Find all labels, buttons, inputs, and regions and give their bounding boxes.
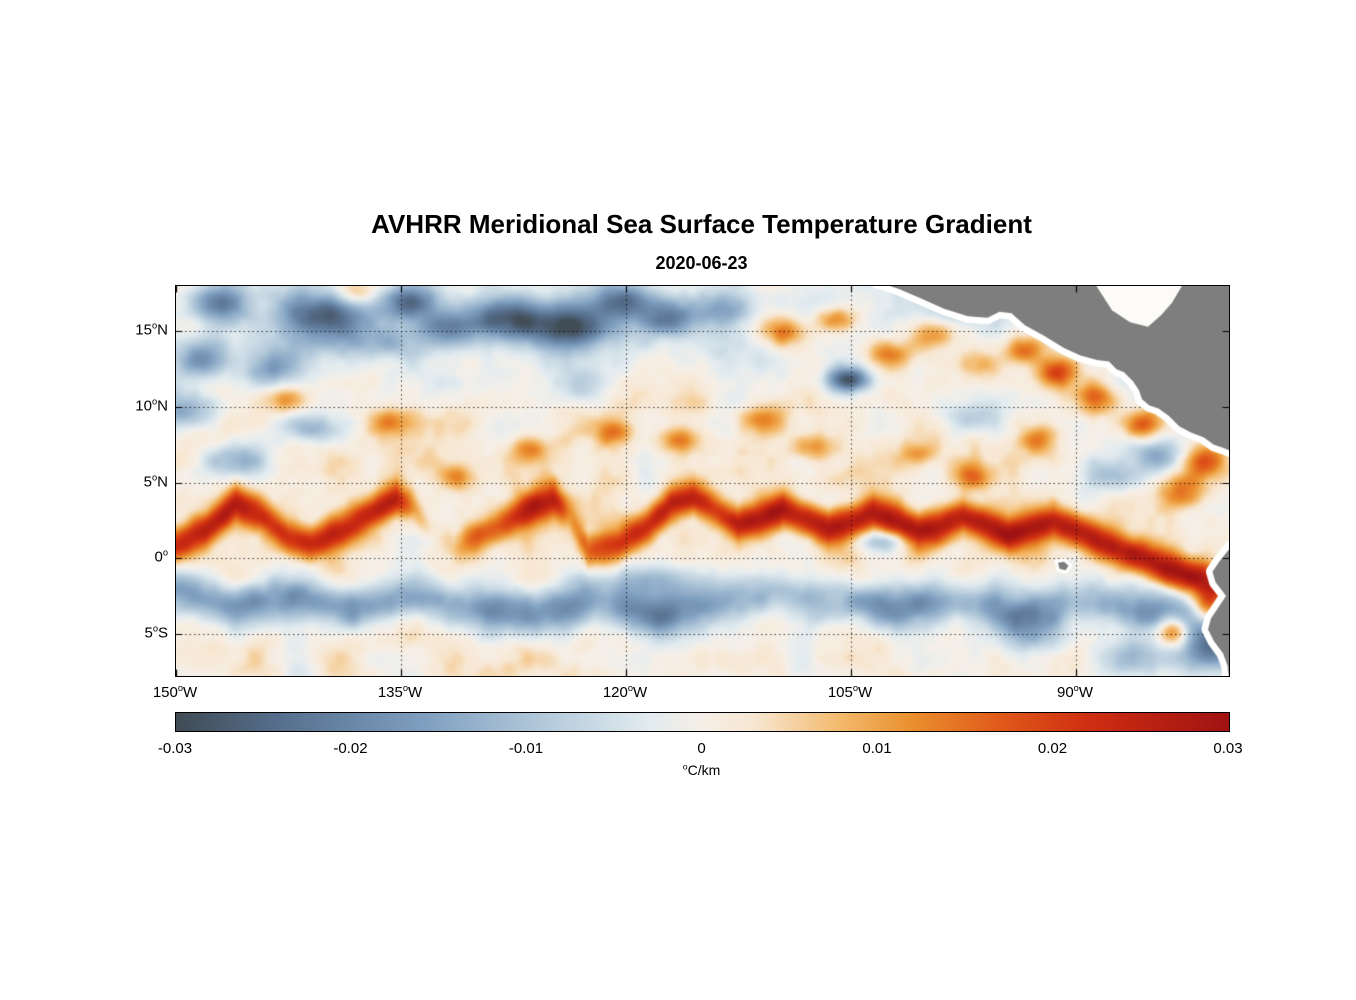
colorbar-gradient — [176, 713, 1229, 731]
x-tick-label: 105oW — [827, 683, 873, 701]
chart-title: AVHRR Meridional Sea Surface Temperature… — [371, 209, 1032, 239]
colorbar — [175, 712, 1230, 732]
colorbar-tick-label: -0.03 — [157, 740, 193, 757]
colorbar-tick-label: -0.02 — [333, 740, 368, 757]
colorbar-unit-label: oC/km — [682, 761, 721, 778]
chart-date: 2020-06-23 — [655, 253, 748, 273]
sst-gradient-map-canvas — [176, 286, 1229, 676]
y-tick-label: 0o — [154, 547, 168, 566]
x-tick-label: 135oW — [377, 683, 423, 701]
x-tick-label: 150oW — [152, 683, 198, 701]
x-tick-label: 120oW — [602, 683, 648, 701]
y-tick-label: 5oS — [144, 623, 168, 642]
colorbar-tick-label: 0.01 — [862, 740, 892, 757]
map-plot — [175, 285, 1230, 677]
y-tick-label: 5oN — [143, 472, 168, 490]
colorbar-tick-label: 0.03 — [1213, 740, 1243, 757]
colorbar-tick-label: -0.01 — [508, 740, 544, 757]
x-tick-label: 90oW — [1056, 683, 1094, 701]
y-tick-label: 15oN — [135, 320, 168, 339]
colorbar-tick-label: 0.02 — [1037, 740, 1068, 757]
y-tick-label: 10oN — [135, 396, 168, 415]
colorbar-tick-label: 0 — [697, 740, 706, 757]
